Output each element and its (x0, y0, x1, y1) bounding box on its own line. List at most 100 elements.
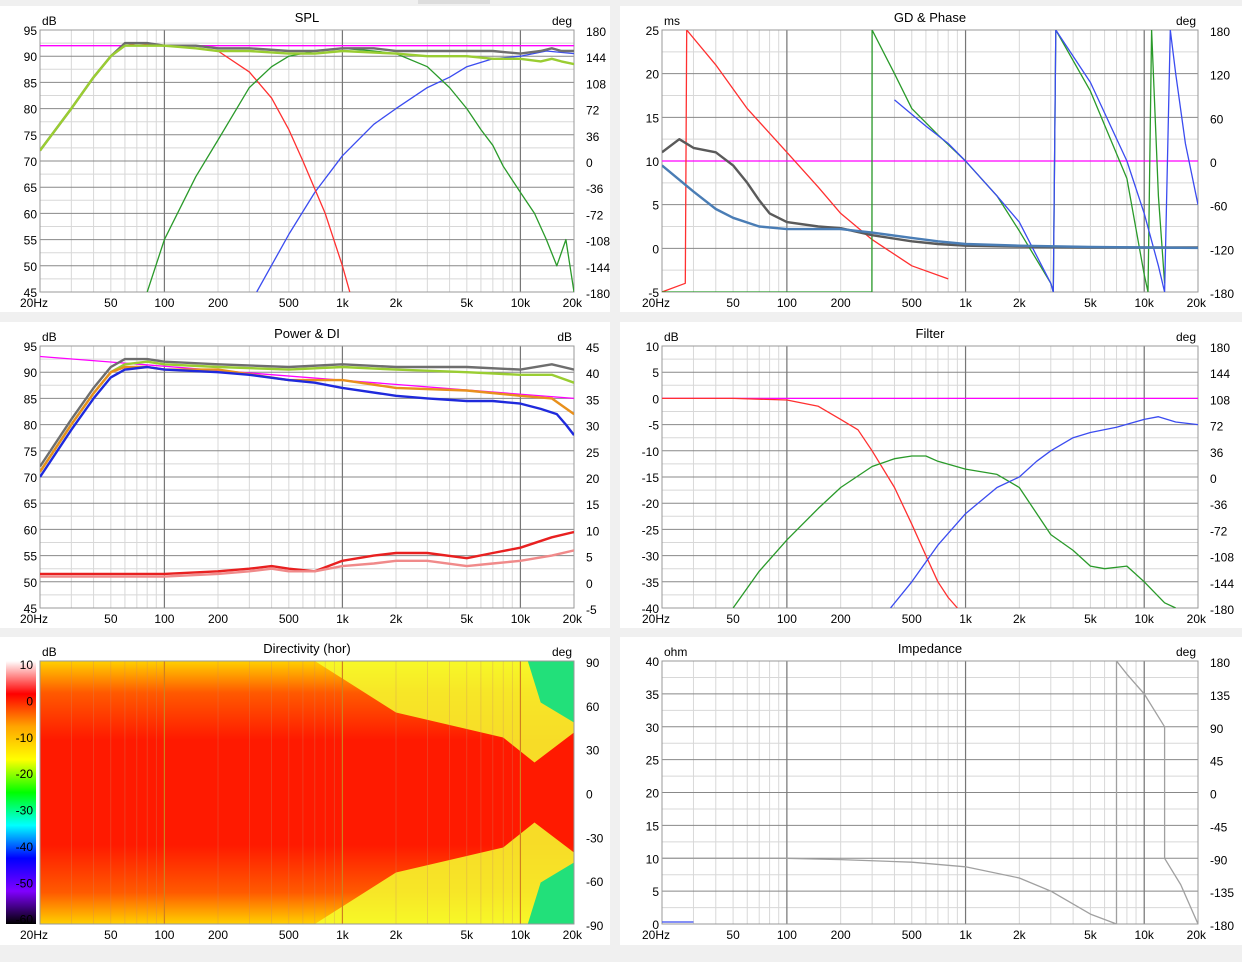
gd-title: GD & Phase (894, 10, 966, 25)
power-y2-tick: 40 (586, 367, 600, 381)
filter-x-tick: 20k (1187, 612, 1207, 626)
power-x-tick: 100 (154, 612, 174, 626)
impedance-y2label: deg (1176, 645, 1196, 659)
impedance-y-tick: 10 (646, 852, 660, 866)
filter-x-tick: 20Hz (642, 612, 670, 626)
directivity-x-tick: 5k (460, 928, 474, 942)
directivity-x-tick: 100 (154, 928, 174, 942)
filter-y-tick: -20 (642, 497, 660, 511)
spl-x-tick: 500 (279, 296, 299, 310)
impedance-grid (661, 660, 1199, 925)
gd-y2-tick: 180 (1210, 25, 1230, 39)
spl-y-tick: 70 (24, 155, 38, 169)
directivity-ylabel: dB (42, 645, 57, 659)
filter-series-tweeter-filter (889, 416, 1198, 608)
power-y-tick: 45 (24, 602, 38, 616)
impedance-y-tick: 30 (646, 721, 660, 735)
power-y2-tick: -5 (586, 603, 597, 617)
filter-y2-tick: -36 (1210, 498, 1228, 512)
filter-ylabel: dB (664, 330, 679, 344)
directivity-title: Directivity (hor) (263, 641, 350, 656)
gd-y-tick: 5 (652, 199, 659, 213)
impedance-x-tick: 20Hz (642, 928, 670, 942)
impedance-y2-tick: 90 (1210, 722, 1224, 736)
spl-y2label: deg (552, 14, 572, 28)
spl-y2-tick: 144 (586, 51, 606, 65)
power-y-tick: 70 (24, 471, 38, 485)
impedance-y2-tick: -135 (1210, 886, 1234, 900)
spl-x-tick: 10k (511, 296, 531, 310)
gd-series-mid-phase (662, 30, 1166, 292)
impedance-chart: Impedance ohm deg 20Hz 50 100 200 500 1k 2k 5k 10k 2… (620, 637, 1242, 945)
power-x-tick: 20Hz (20, 612, 48, 626)
directivity-y2label: deg (552, 645, 572, 659)
spl-y2-tick: 0 (586, 156, 593, 170)
impedance-y2-tick: -45 (1210, 820, 1228, 834)
gd-series-tweeter-phase (894, 30, 1198, 292)
filter-y-tick: -30 (642, 550, 660, 564)
directivity-grid (39, 660, 575, 925)
gd-x-tick: 1k (959, 296, 973, 310)
power-y-tick: 90 (24, 366, 38, 380)
gd-y2label: deg (1176, 14, 1196, 28)
directivity-colorbar-tick: -50 (16, 876, 34, 890)
filter-y-tick: 10 (646, 340, 660, 354)
directivity-x-tick: 20Hz (20, 928, 48, 942)
spl-y2-tick: -180 (586, 287, 610, 301)
impedance-y2-tick: 45 (1210, 755, 1224, 769)
filter-series-woofer-filter (662, 397, 958, 608)
spl-title: SPL (295, 10, 320, 25)
power-y-tick: 55 (24, 550, 38, 564)
directivity-chart: Directivity (hor) dB deg 10 0 -10 -20 -30 -40 -50… (0, 637, 610, 945)
directivity-y2-tick: 60 (586, 700, 600, 714)
gd-x-tick: 2k (1013, 296, 1027, 310)
directivity-x-tick: 10k (511, 928, 531, 942)
spl-grid (39, 29, 575, 293)
filter-chart: Filter dB deg 20Hz 50 100 200 500 1k 2k 5k 10k 20k 10… (620, 322, 1242, 628)
impedance-y-tick: 35 (646, 688, 660, 702)
power-x-tick: 20k (563, 612, 583, 626)
spl-y2-tick: 180 (586, 25, 606, 39)
power-grid (39, 345, 575, 609)
filter-y2-tick: 108 (1210, 393, 1230, 407)
power-x-tick: 1k (336, 612, 350, 626)
impedance-title: Impedance (898, 641, 962, 656)
gd-y2-tick: 120 (1210, 69, 1230, 83)
power-ylabel: dB (42, 330, 57, 344)
directivity-y2-tick: 90 (586, 656, 600, 670)
filter-series-mid-filter (732, 455, 1176, 608)
directivity-x-tick: 20k (563, 928, 583, 942)
power-x-tick: 500 (279, 612, 299, 626)
spl-x-tick: 100 (154, 296, 174, 310)
spl-series-sum (40, 41, 574, 152)
impedance-ylabel: ohm (664, 645, 687, 659)
filter-y2-tick: 36 (1210, 446, 1224, 460)
spl-y-tick: 75 (24, 129, 38, 143)
power-x-tick: 10k (511, 612, 531, 626)
impedance-x-tick: 5k (1084, 928, 1098, 942)
filter-x-tick: 50 (726, 612, 740, 626)
directivity-colorbar-tick: 0 (26, 694, 33, 708)
spl-y2-tick: -72 (586, 208, 604, 222)
power-y2-tick: 20 (586, 472, 600, 486)
directivity-upper-green (527, 661, 574, 723)
spl-x-tick: 5k (460, 296, 474, 310)
impedance-y-tick: 5 (652, 885, 659, 899)
spl-y-tick: 85 (24, 76, 38, 90)
directivity-svg: Directivity (hor)dB deg100-10-20-30-40-50… (6, 641, 604, 942)
filter-x-tick: 200 (831, 612, 851, 626)
impedance-y-tick: 40 (646, 655, 660, 669)
power-series-di-sound-power (40, 530, 574, 576)
spl-ylabel: dB (42, 14, 57, 28)
directivity-y2-tick: 0 (586, 788, 593, 802)
directivity-y2-tick: -30 (586, 831, 604, 845)
spl-y2-tick: -36 (586, 182, 604, 196)
spl-series-sum-alt (40, 44, 574, 152)
impedance-y2-tick: 180 (1210, 656, 1230, 670)
filter-y2-tick: -180 (1210, 603, 1234, 617)
impedance-y2-tick: 0 (1210, 788, 1217, 802)
power-y-tick: 85 (24, 392, 38, 406)
power-x-tick: 2k (390, 612, 404, 626)
spl-x-tick: 2k (390, 296, 404, 310)
